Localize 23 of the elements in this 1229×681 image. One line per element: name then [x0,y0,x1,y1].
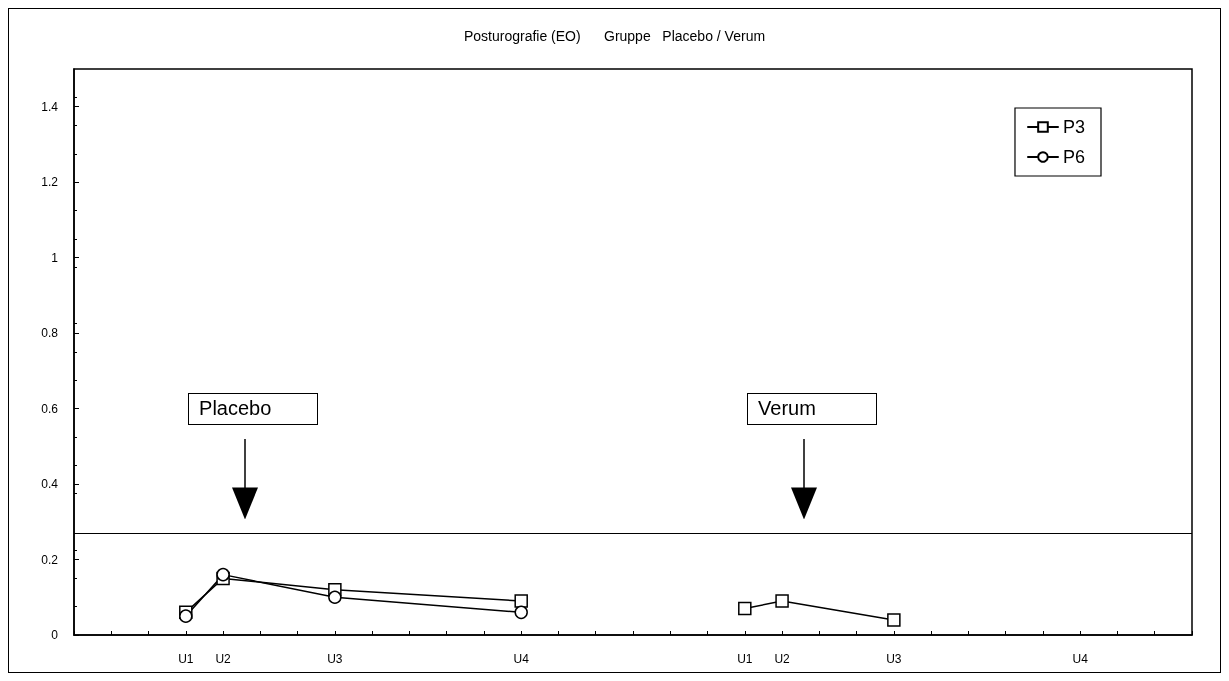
y-tick-label: 0 [51,628,59,642]
x-tick-label: U4 [1072,652,1089,666]
y-tick-label: 0.2 [41,552,59,567]
text-box: Verum [747,392,878,425]
legend-label: P6 [1062,147,1086,167]
chart-title: Posturografie (EO) Gruppe Placebo / Verum [463,28,766,44]
annotation: Placebo [199,397,272,421]
x-tick-label: U2 [215,652,232,666]
y-tick-label: 0.4 [41,477,59,492]
x-tick-label: U4 [513,652,530,666]
annotation: Verum [758,397,816,421]
y-tick-label: 1.4 [41,99,59,114]
text-box: Placebo [188,392,319,425]
legend-label: P3 [1062,117,1086,137]
y-tick-label: 1 [51,250,59,265]
x-tick-label: U1 [737,652,753,666]
x-tick-label: U3 [886,652,902,666]
x-tick-label: U2 [774,652,791,666]
y-tick-label: 1.2 [41,175,59,190]
x-tick-label: U1 [178,652,194,666]
y-tick-label: 0.6 [41,401,59,416]
y-tick-label: 0.8 [41,326,59,341]
x-tick-label: U3 [327,652,343,666]
